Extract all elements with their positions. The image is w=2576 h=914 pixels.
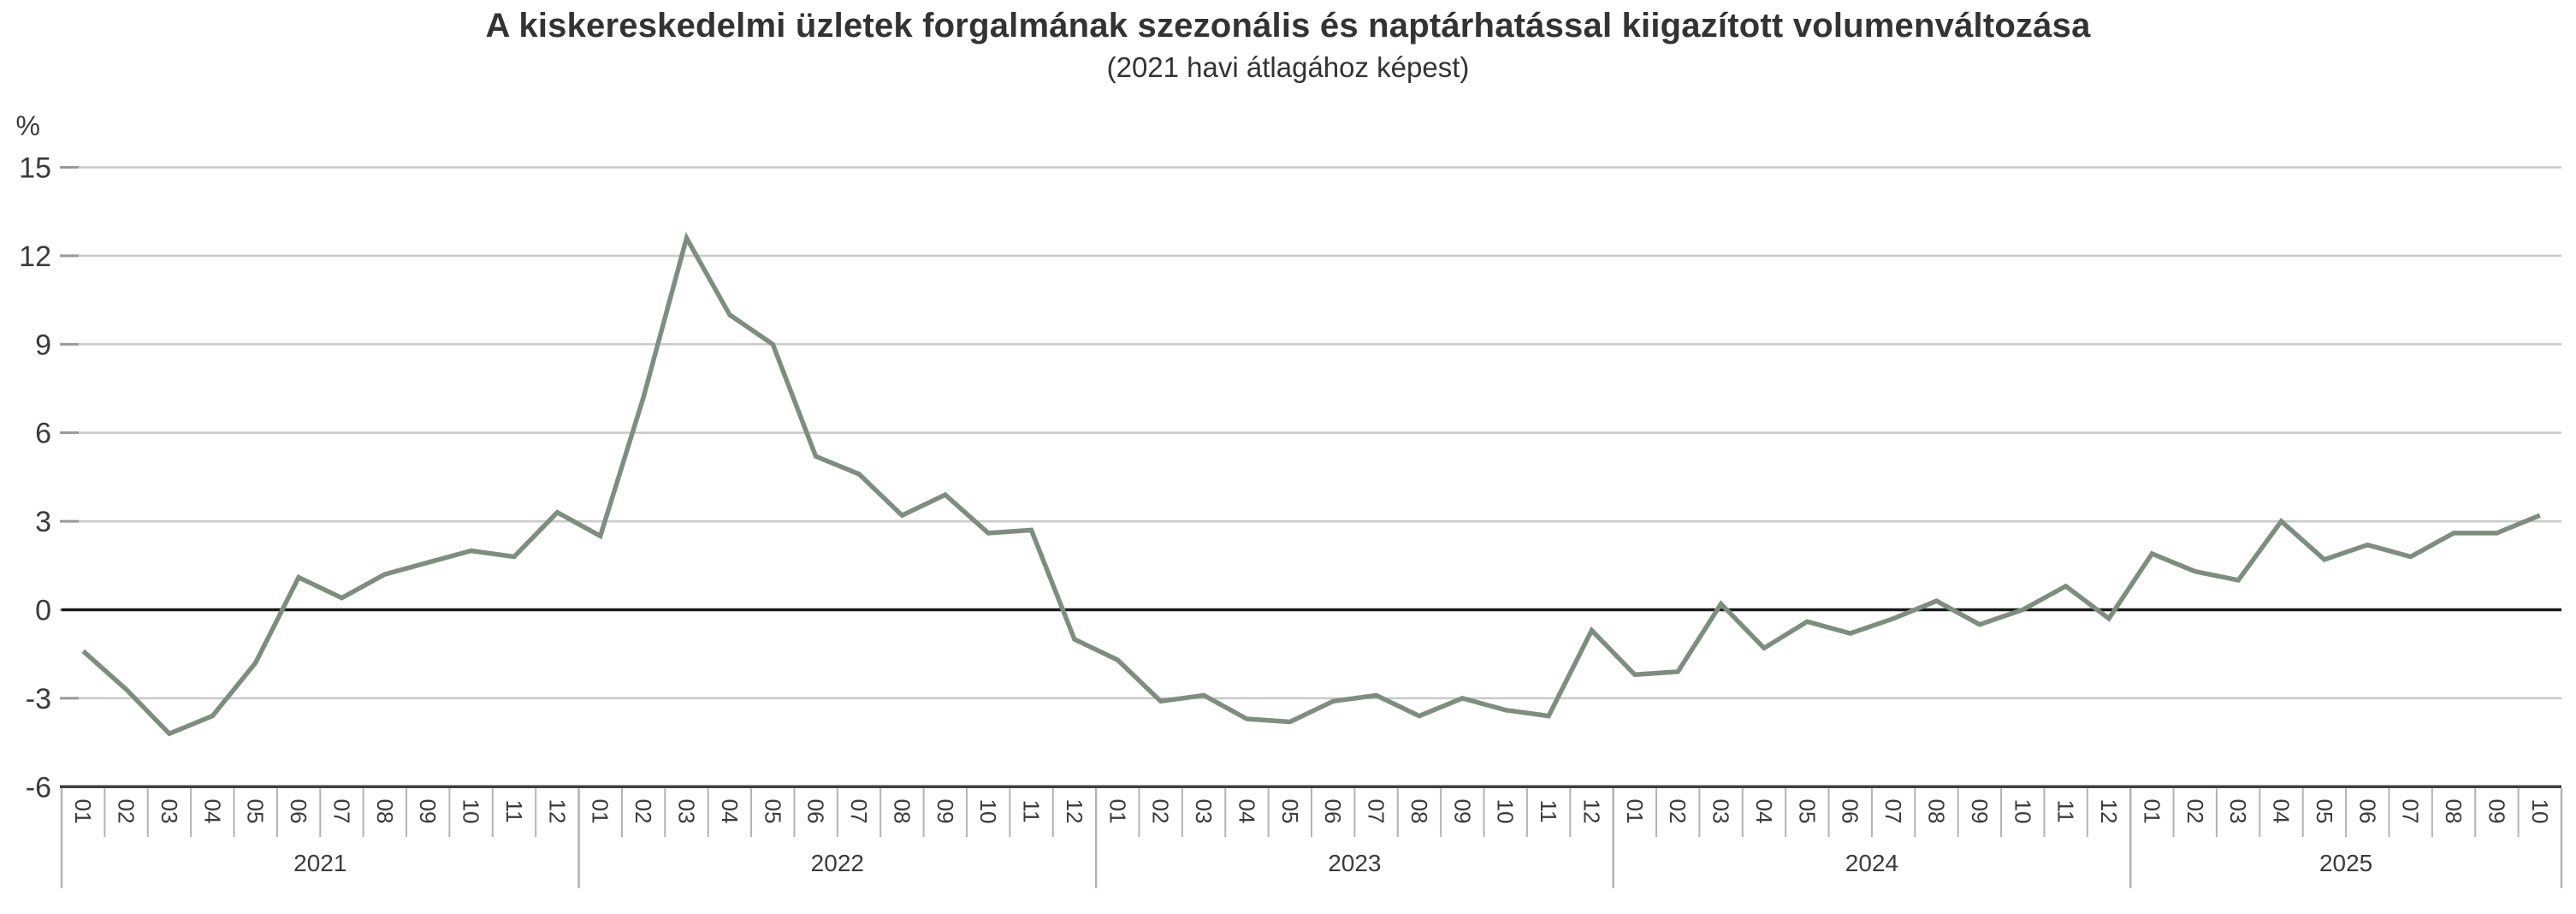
month-label: 09 [1449,799,1475,824]
month-label: 06 [286,799,311,824]
month-label: 01 [2139,799,2164,824]
month-label: 07 [329,799,354,824]
year-label: 2025 [2319,850,2372,876]
month-label: 05 [760,799,785,824]
y-axis-label: -3 [26,683,51,715]
series-line [81,231,2541,737]
month-label: 06 [1320,799,1346,824]
month-label: 05 [1794,799,1820,824]
y-axis-label: -6 [26,771,51,804]
month-label: 10 [2010,799,2035,824]
month-label: 09 [415,799,441,824]
month-label: 04 [1751,799,1777,824]
month-label: 07 [2398,799,2424,824]
month-label: 12 [2096,799,2122,824]
month-label: 06 [2354,799,2380,824]
month-label: 07 [1880,799,1906,824]
month-label: 11 [2053,800,2079,823]
month-label: 02 [114,799,139,824]
year-label: 2022 [811,850,864,876]
month-label: 10 [459,799,484,824]
month-label: 10 [1493,799,1519,824]
month-label: 06 [803,799,829,824]
month-label: 02 [2182,799,2208,824]
month-label: 02 [1148,799,1174,824]
month-label: 04 [717,799,743,824]
y-unit-label: % [16,110,40,141]
year-label: 2024 [1845,850,1898,876]
month-label: 03 [1191,799,1217,824]
month-label: 12 [1578,799,1604,824]
chart-subtitle: (2021 havi átlagához képest) [1106,51,1470,83]
month-label: 04 [199,799,225,824]
month-label: 04 [2269,799,2295,824]
y-axis-label: 6 [35,418,51,450]
month-label: 01 [70,799,96,824]
month-label: 11 [501,800,527,823]
month-label: 10 [975,799,1001,824]
month-label: 01 [1622,799,1648,824]
month-label: 03 [1708,799,1734,824]
y-axis-label: 15 [19,151,51,184]
month-label: 08 [889,799,915,824]
month-label: 03 [157,799,182,824]
month-label: 05 [2312,799,2337,824]
month-label: 12 [544,799,570,824]
month-label: 08 [1924,799,1950,824]
month-label: 11 [1019,800,1045,823]
month-label: 09 [2484,799,2509,824]
month-label: 07 [1364,799,1389,824]
month-label: 08 [372,799,398,824]
month-label: 08 [2441,799,2466,824]
month-label: 01 [588,799,613,824]
month-label: 02 [1665,799,1691,824]
month-label: 04 [1234,799,1259,824]
y-axis-label: 12 [19,240,51,273]
month-label: 05 [243,799,269,824]
month-label: 11 [1536,800,1561,823]
month-label: 03 [674,799,700,824]
month-label: 01 [1104,799,1130,824]
year-label: 2021 [293,850,346,876]
y-axis-label: 0 [35,595,51,627]
month-label: 08 [1406,799,1432,824]
month-label: 10 [2527,799,2553,824]
month-label: 06 [1838,799,1863,824]
month-label: 05 [1277,799,1303,824]
month-label: 03 [2225,799,2251,824]
y-axis-label: 3 [35,506,51,538]
month-label: 12 [1062,799,1087,824]
month-label: 07 [846,799,872,824]
y-axis-label: 9 [35,329,51,361]
month-label: 02 [631,799,656,824]
year-label: 2023 [1328,850,1381,876]
chart-title: A kiskereskedelmi üzletek forgalmának sz… [485,7,2091,45]
month-label: 09 [933,799,958,824]
month-label: 09 [1967,799,1993,824]
